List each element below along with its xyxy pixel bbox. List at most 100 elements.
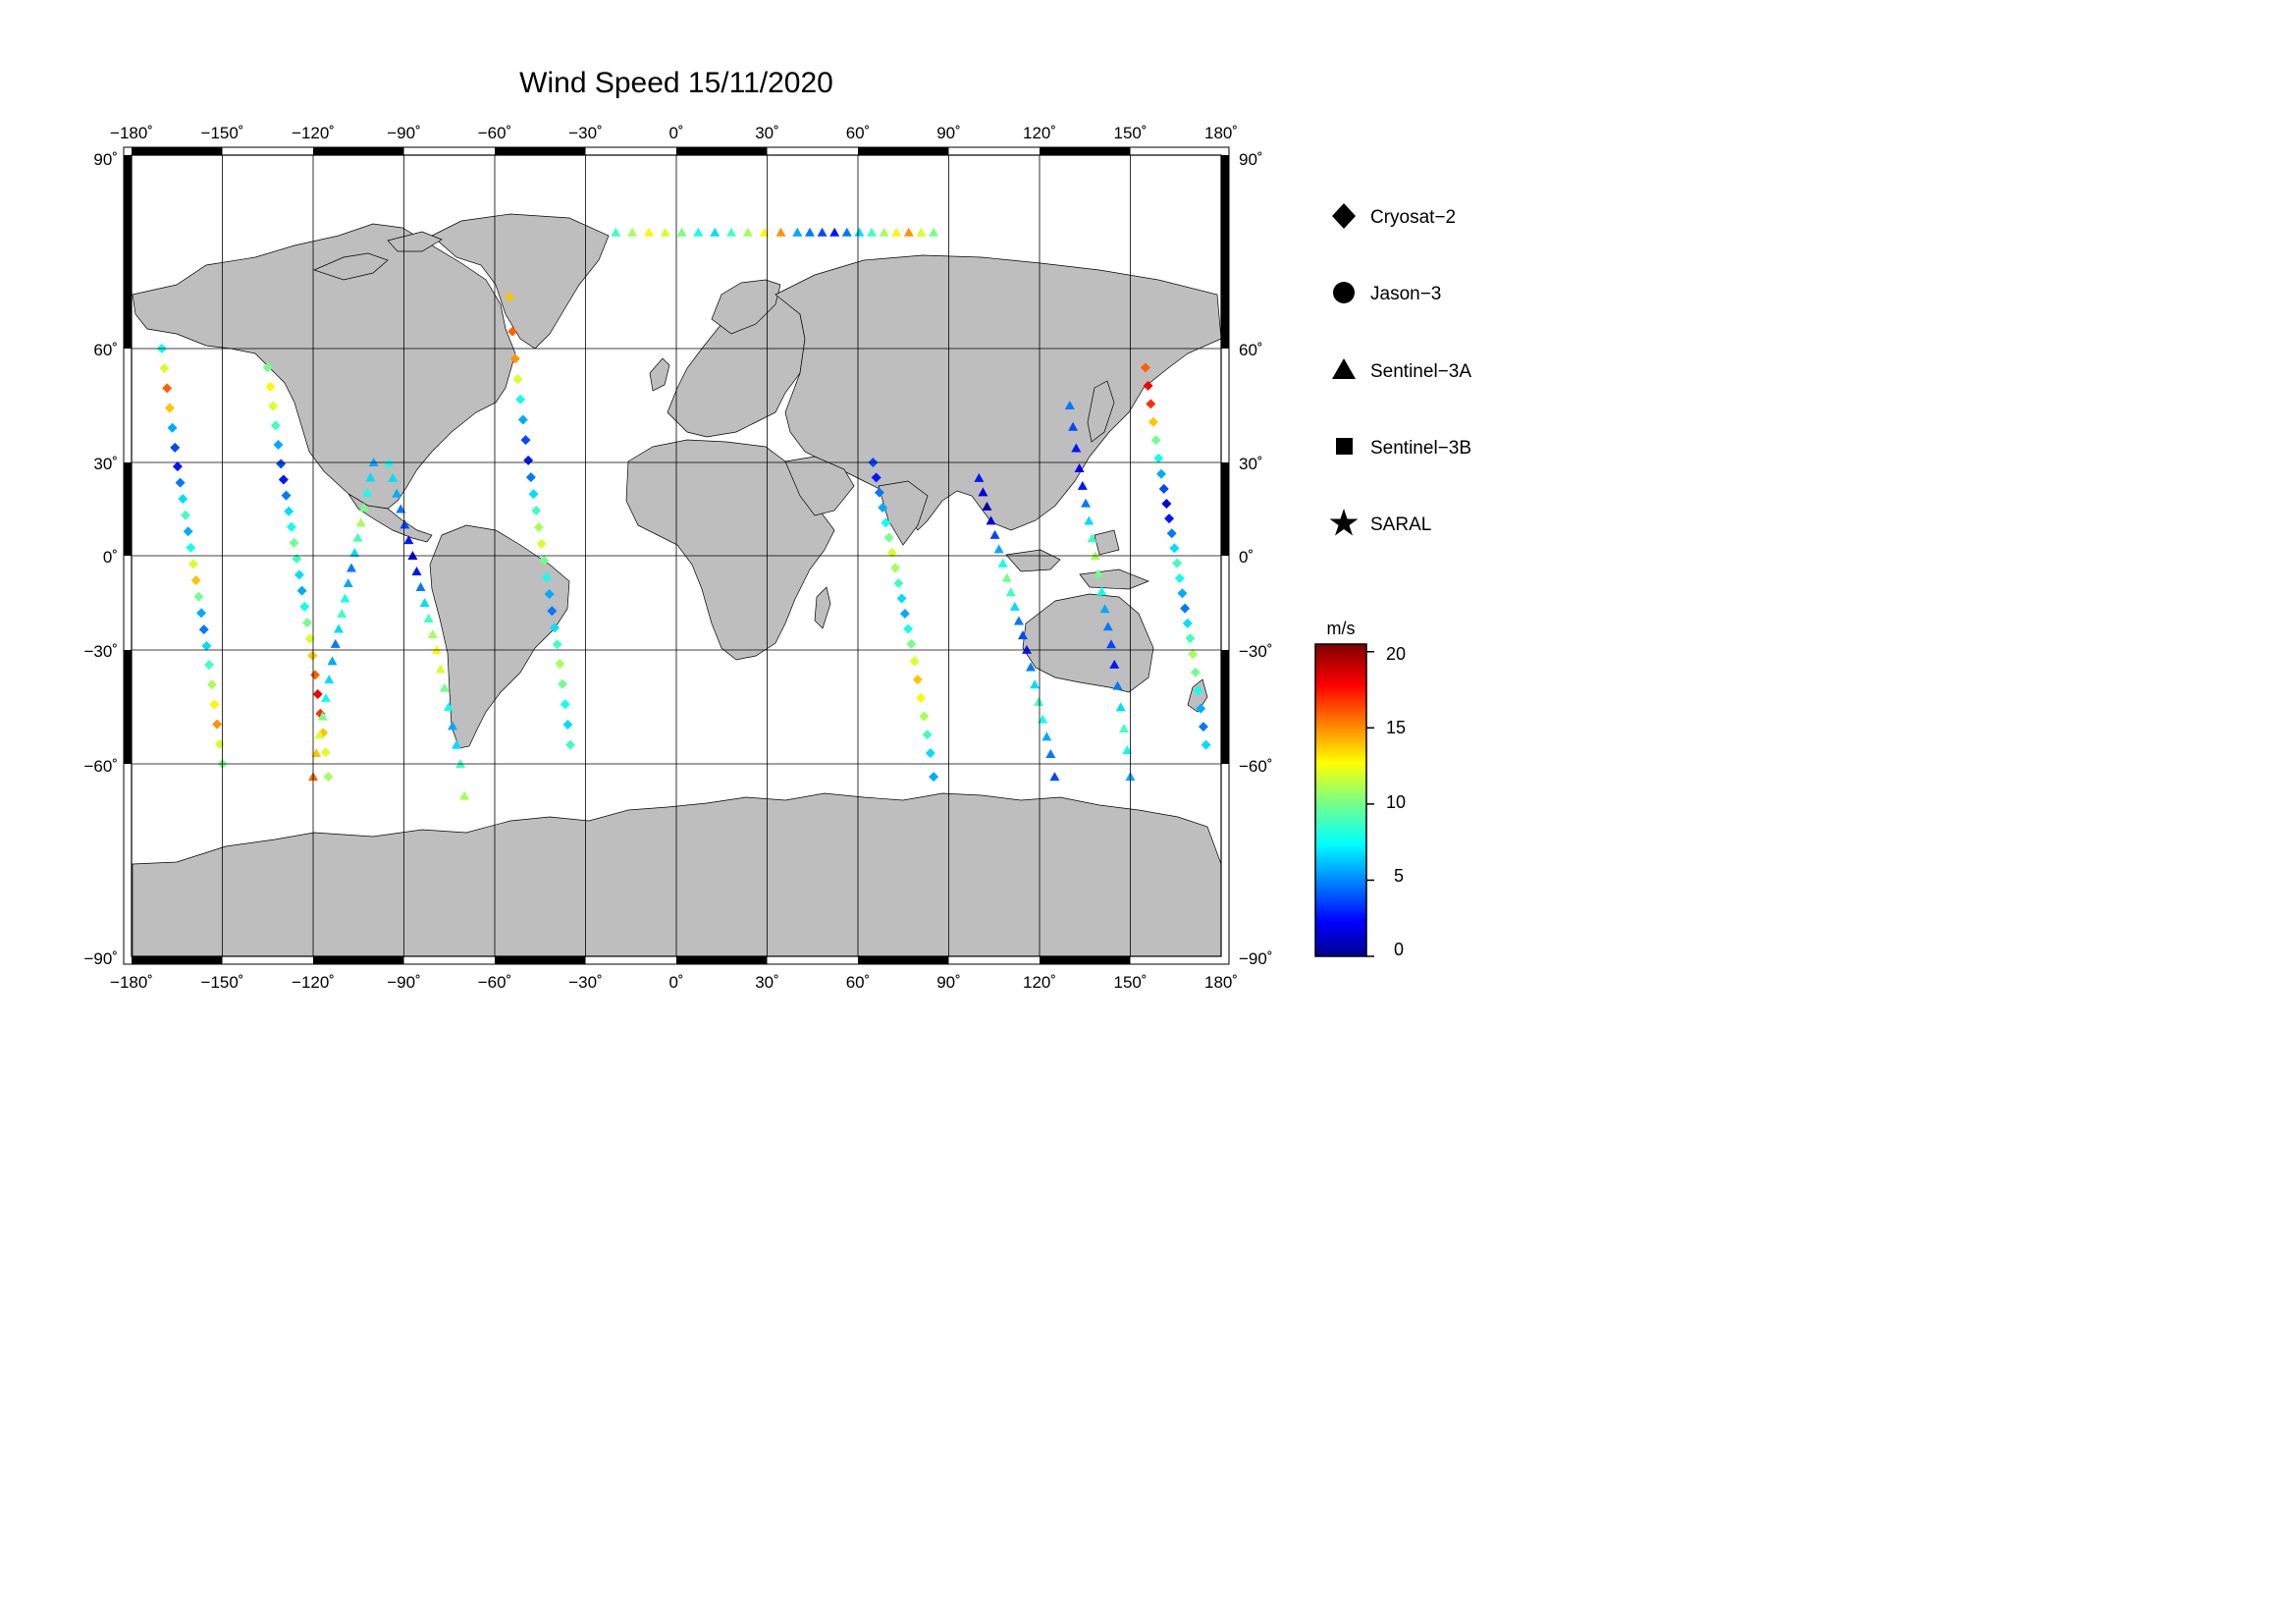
legend-label: SARAL	[1370, 514, 1431, 535]
top-lon-tick: −90˚	[387, 124, 421, 142]
wind-speed-point	[804, 227, 815, 237]
wind-speed-point	[1041, 731, 1052, 741]
right-lat-tick: 60˚	[1239, 341, 1263, 359]
wind-speed-point	[1064, 401, 1075, 409]
wind-speed-point	[1030, 679, 1041, 689]
bottom-lon-tick: 60˚	[846, 973, 871, 992]
colorbar-gradient	[1314, 643, 1367, 957]
map-figure: Wind Speed 15/11/2020	[0, 0, 1525, 1081]
wind-speed-point	[423, 614, 434, 622]
wind-speed-point	[330, 638, 341, 648]
wind-speed-point	[726, 227, 737, 237]
right-lat-tick: −60˚	[1239, 757, 1273, 776]
wind-speed-point	[929, 227, 939, 237]
wind-speed-point	[878, 503, 888, 513]
wind-speed-point	[1005, 587, 1016, 597]
wind-speed-point	[547, 606, 558, 617]
wind-speed-point	[1099, 604, 1110, 614]
wind-speed-point	[1071, 443, 1082, 453]
wind-speed-point	[1174, 572, 1185, 583]
wind-speed-point	[301, 618, 312, 628]
wind-speed-point	[183, 526, 193, 537]
wind-speed-point	[1140, 362, 1150, 373]
wind-speed-point	[993, 544, 1004, 554]
wind-speed-point	[343, 577, 353, 587]
colorbar: m/s 20 15 10 5 0	[1314, 619, 1406, 959]
wind-speed-point	[1034, 696, 1044, 706]
wind-speed-point	[1022, 644, 1033, 654]
wind-speed-point	[528, 489, 539, 500]
wind-speed-point	[178, 494, 188, 505]
wind-speed-point	[1106, 639, 1117, 649]
wind-speed-point	[384, 458, 395, 466]
wind-speed-point	[775, 227, 786, 237]
wind-speed-point	[1177, 588, 1188, 599]
top-lon-tick: 150˚	[1113, 124, 1147, 142]
wind-speed-point	[829, 227, 840, 237]
wind-speed-point	[1161, 498, 1172, 509]
wind-speed-point	[327, 656, 338, 666]
wind-speed-point	[459, 790, 470, 800]
arabia	[784, 456, 855, 516]
indonesia	[1005, 549, 1061, 572]
colorbar-unit: m/s	[1327, 619, 1356, 638]
frame-segment	[132, 956, 223, 964]
wind-speed-point	[512, 374, 523, 385]
wind-speed-point	[886, 548, 897, 558]
wind-speed-point	[1115, 702, 1126, 712]
wind-speed-point	[693, 227, 704, 237]
wind-speed-point	[890, 563, 901, 573]
legend-item-saral: SARAL	[1329, 509, 1431, 536]
wind-speed-point	[346, 563, 356, 572]
wind-speed-point	[903, 623, 914, 634]
wind-speed-point	[555, 658, 565, 669]
wind-speed-point	[294, 569, 304, 580]
triangle-icon	[1332, 358, 1356, 379]
diamond-icon	[1332, 203, 1356, 229]
wind-speed-point	[310, 670, 321, 680]
wind-speed-point	[1193, 685, 1203, 696]
wind-speed-point	[204, 660, 215, 671]
wind-speed-point	[1169, 543, 1180, 554]
wind-speed-point	[296, 585, 307, 596]
wind-speed-point	[982, 501, 992, 511]
frame-segment	[1221, 462, 1229, 556]
frame-segment	[313, 956, 404, 964]
wind-speed-point	[507, 326, 518, 337]
right-lat-tick: −90˚	[1239, 949, 1273, 968]
wind-speed-point	[515, 394, 526, 405]
colorbar-tick: 20	[1386, 644, 1406, 664]
map-plot-area	[131, 154, 1222, 957]
uk	[649, 357, 670, 392]
wind-speed-point	[1049, 772, 1060, 782]
wind-speed-point	[505, 292, 515, 302]
top-lon-tick: 120˚	[1023, 124, 1056, 142]
wind-speed-point	[1185, 633, 1196, 644]
wind-speed-point	[299, 601, 310, 612]
wind-speed-point	[403, 535, 414, 545]
wind-speed-point	[337, 608, 347, 618]
wind-speed-point	[314, 730, 325, 739]
wind-speed-point	[167, 422, 178, 433]
chart-title: Wind Speed 15/11/2020	[519, 67, 833, 99]
wind-speed-point	[520, 435, 531, 446]
wind-speed-point	[1156, 468, 1167, 479]
wind-speed-point	[443, 702, 454, 711]
frame-segment	[132, 147, 223, 155]
wind-speed-point	[392, 488, 402, 498]
wind-speed-point	[1158, 483, 1169, 494]
wind-speed-point	[1150, 435, 1161, 446]
legend-item-sentinel-3b: Sentinel−3B	[1336, 438, 1471, 459]
right-lat-tick: 30˚	[1239, 455, 1263, 473]
north-america	[132, 223, 516, 510]
wind-speed-point	[929, 772, 939, 783]
bottom-lon-tick: 90˚	[936, 973, 961, 992]
legend-label: Sentinel−3A	[1370, 361, 1471, 382]
australia	[1022, 593, 1154, 693]
wind-speed-point	[206, 679, 217, 690]
square-icon	[1336, 438, 1353, 455]
wind-speed-point	[407, 551, 418, 560]
bottom-lon-ticks: −180˚ −150˚ −120˚ −90˚ −60˚ −30˚ 0˚ 30˚ …	[110, 973, 1238, 992]
wind-speed-point	[209, 699, 220, 710]
frame-segment	[124, 650, 132, 764]
